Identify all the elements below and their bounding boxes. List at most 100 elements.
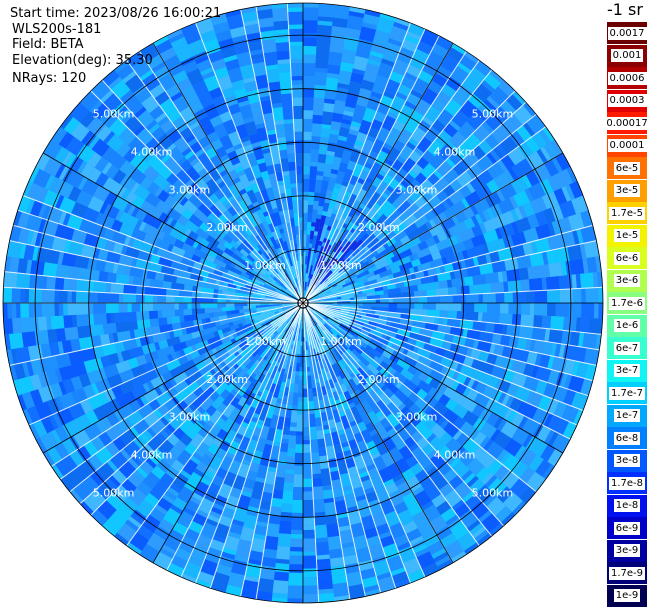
colorbar-tick-label: 1e-6 (613, 319, 641, 332)
range-gate-cell (378, 531, 393, 540)
range-gate-cell (431, 72, 448, 88)
range-gate-cell (310, 293, 323, 300)
range-gate-cell (291, 517, 303, 531)
range-gate-cell (452, 460, 470, 479)
range-gate-cell (459, 228, 475, 242)
range-gate-cell (584, 363, 593, 380)
range-gate-cell (340, 441, 350, 448)
range-gate-cell (265, 349, 276, 363)
range-gate-cell (400, 235, 411, 246)
range-gate-cell (377, 576, 396, 593)
range-gate-cell (440, 217, 456, 231)
range-gate-cell (321, 480, 332, 487)
range-gate-cell (366, 223, 379, 237)
range-gate-cell (551, 204, 564, 221)
range-gate-cell (225, 382, 236, 393)
range-gate-cell (384, 251, 395, 261)
range-gate-cell (271, 365, 279, 375)
range-gate-cell (402, 214, 418, 228)
range-gate-cell (307, 213, 313, 222)
range-gate-cell (246, 510, 259, 517)
range-gate-cell (569, 181, 584, 199)
range-gate-cell (354, 543, 369, 551)
range-gate-cell (305, 354, 310, 368)
range-gate-cell (350, 321, 363, 330)
range-gate-cell (369, 329, 383, 338)
range-gate-cell (509, 93, 523, 108)
range-gate-cell (523, 375, 540, 393)
range-gate-cell (415, 340, 422, 348)
range-gate-cell (282, 338, 290, 351)
range-gate-cell (444, 540, 465, 560)
range-gate-cell (392, 58, 410, 76)
range-gate-cell (413, 147, 425, 157)
range-gate-cell (360, 329, 370, 337)
range-gate-cell (323, 102, 335, 113)
range-gate-cell (398, 445, 414, 462)
range-gate-cell (388, 446, 404, 463)
range-gate-cell (264, 470, 277, 485)
range-gate-cell (472, 339, 480, 350)
range-gate-cell (394, 477, 406, 487)
range-gate-cell (342, 280, 355, 288)
range-gate-cell (12, 317, 22, 334)
range-gate-cell (315, 314, 323, 322)
range-gate-cell (335, 311, 349, 318)
range-gate-cell (516, 400, 527, 414)
range-gate-cell (136, 524, 154, 541)
range-gate-cell (213, 374, 228, 388)
range-gate-cell (257, 339, 269, 351)
range-gate-cell (471, 233, 487, 248)
range-gate-cell (282, 315, 293, 327)
range-gate-cell (340, 240, 352, 253)
range-gate-cell (149, 318, 160, 328)
range-gate-cell (522, 158, 534, 173)
range-gate-cell (319, 192, 327, 199)
range-gate-cell (423, 269, 429, 278)
range-gate-cell (434, 391, 444, 402)
range-gate-cell (262, 443, 273, 459)
range-gate-cell (414, 196, 427, 209)
range-gate-cell (447, 235, 459, 247)
range-gate-cell (356, 257, 362, 263)
range-gate-cell (134, 446, 152, 464)
range-gate-cell (289, 326, 294, 335)
range-gate-cell (355, 281, 361, 286)
range-gate-cell (391, 434, 402, 444)
range-gate-cell (376, 130, 389, 143)
range-gate-cell (334, 182, 342, 189)
range-gate-cell (99, 480, 116, 497)
range-gate-cell (352, 163, 364, 178)
range-gate-cell (335, 275, 348, 284)
colorbar-swatch: 1e-7 (607, 404, 647, 427)
range-gate-cell (294, 323, 299, 337)
range-gate-cell (427, 295, 441, 303)
range-gate-cell (495, 292, 505, 303)
range-gate-cell (169, 414, 185, 431)
range-gate-cell (261, 491, 273, 502)
range-gate-cell (303, 397, 309, 411)
range-gate-cell (278, 323, 288, 335)
range-gate-cell (578, 332, 585, 348)
range-gate-cell (189, 455, 201, 465)
range-gate-cell (435, 65, 453, 81)
range-gate-cell (247, 470, 258, 477)
range-gate-cell (262, 483, 275, 494)
range-gate-cell (273, 20, 289, 31)
range-gate-cell (347, 80, 362, 96)
range-ring-label: 4.00km (434, 146, 476, 159)
range-gate-cell (524, 136, 541, 154)
range-gate-cell (382, 350, 393, 359)
range-gate-cell (340, 353, 347, 359)
range-gate-cell (543, 141, 560, 160)
range-gate-cell (370, 310, 376, 315)
range-gate-cell (462, 410, 480, 427)
range-gate-cell (161, 544, 177, 555)
range-gate-cell (253, 533, 267, 540)
range-gate-cell (342, 449, 352, 457)
range-gate-cell (329, 129, 340, 136)
range-gate-cell (349, 420, 357, 427)
range-gate-cell (572, 288, 582, 303)
range-gate-cell (535, 459, 551, 477)
range-gate-cell (486, 242, 494, 254)
